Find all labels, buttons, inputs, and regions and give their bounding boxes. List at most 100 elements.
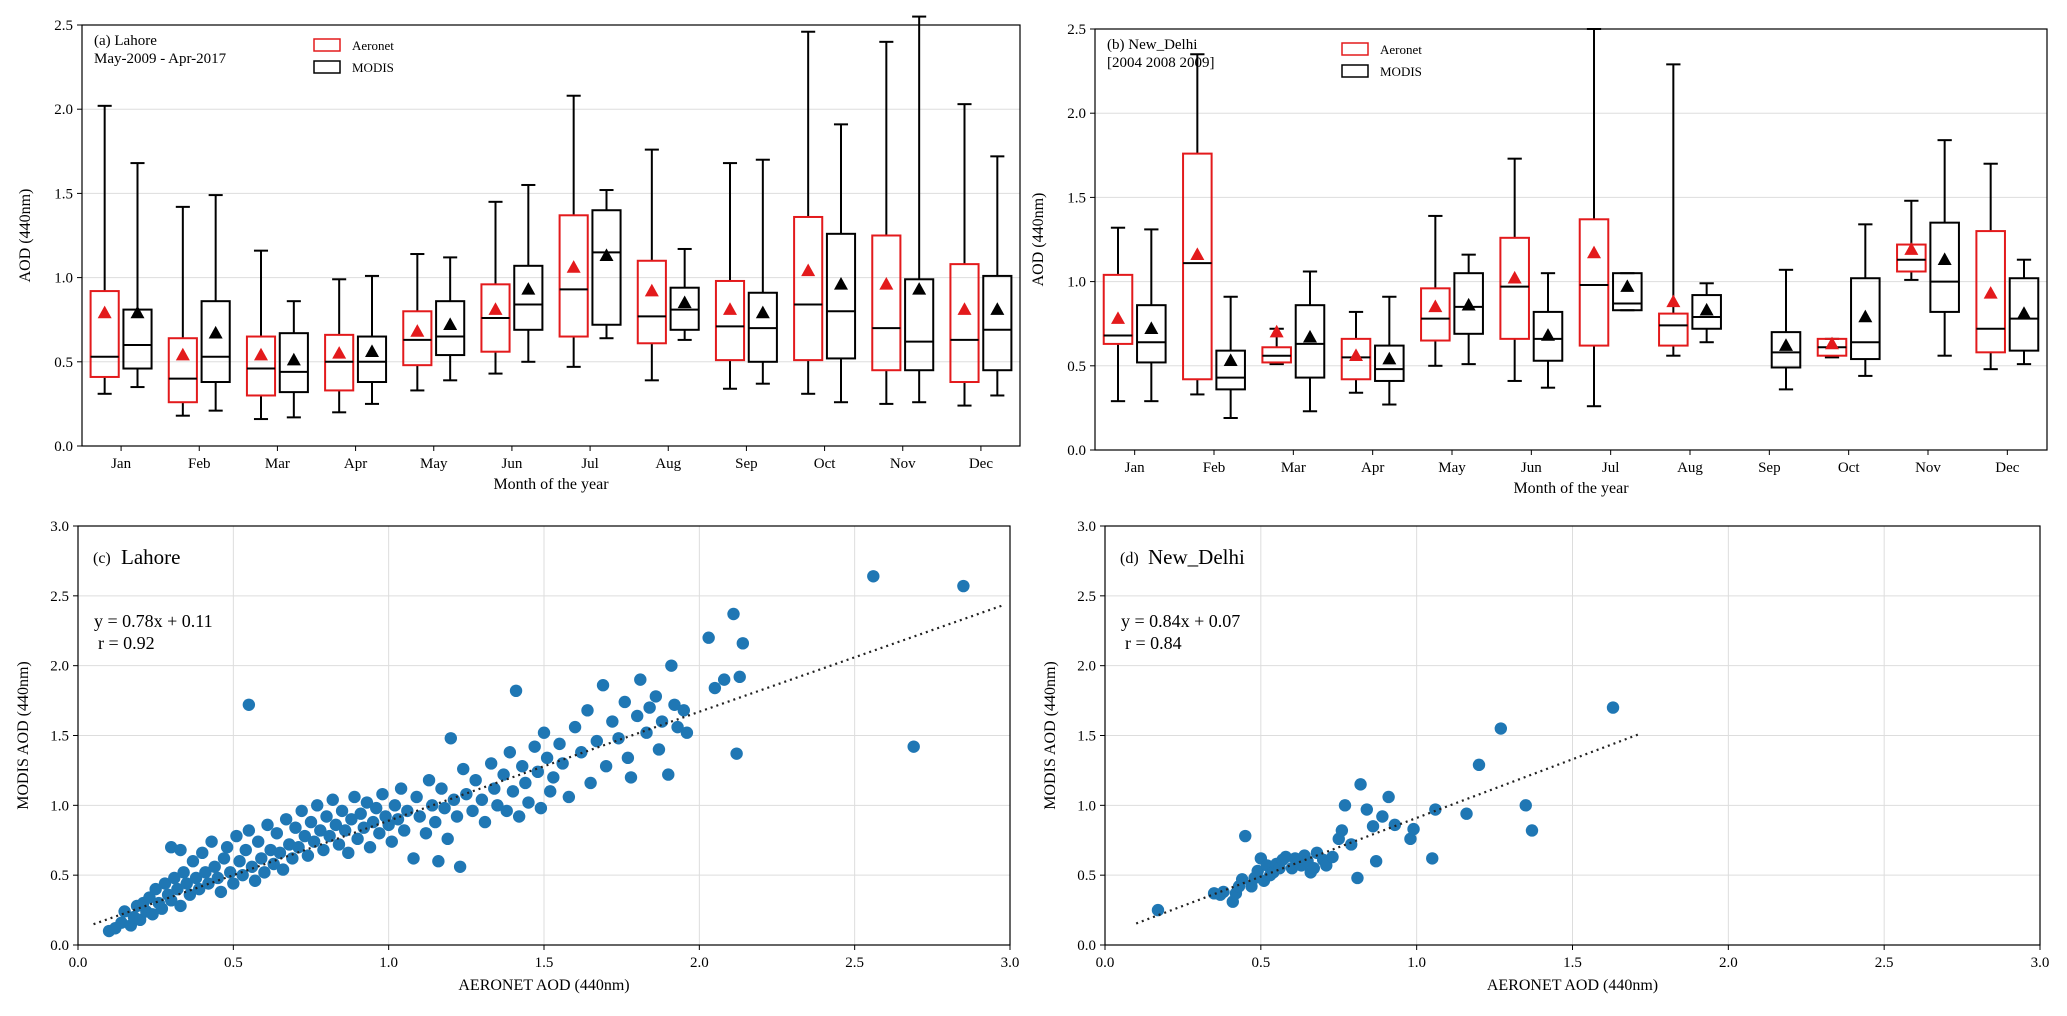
y-tick-label: 2.5 <box>1067 22 1086 38</box>
scatter-point <box>547 771 560 784</box>
x-tick-label: Feb <box>1203 460 1226 476</box>
scatter-point <box>183 888 197 901</box>
scatter-point <box>326 793 339 806</box>
scatter-point <box>258 866 271 879</box>
scatter-point <box>671 720 684 734</box>
scatter-point <box>261 818 274 832</box>
mean-marker <box>2016 306 2031 319</box>
scatter-point <box>283 838 296 851</box>
scatter-point <box>537 726 551 739</box>
x-tick-label: 2.5 <box>845 955 864 971</box>
panel-a: 0.0 0.5 1.0 1.5 2.0 2.5 Jan Feb Mar Apr May Jun Jul A… <box>17 15 1021 493</box>
box-iqr <box>1102 273 1134 345</box>
scatter-point <box>727 607 740 621</box>
scatter-point <box>211 871 224 885</box>
x-axis-label: AERONET AOD (440nm) <box>1487 977 1658 994</box>
scatter-point <box>640 726 653 739</box>
scatter-point <box>466 804 479 818</box>
scatter-point <box>457 762 470 776</box>
scatter-point <box>469 773 482 787</box>
scatter-point <box>1338 799 1352 812</box>
scatter-point <box>366 815 380 829</box>
scatter-point <box>146 908 159 921</box>
y-tick-label: 0.5 <box>54 355 73 371</box>
box-modis-jul <box>591 189 622 340</box>
x-tick-label: 0.5 <box>224 955 243 971</box>
scatter-point <box>1239 829 1252 843</box>
scatter-point <box>522 796 535 809</box>
x-tick-label: Oct <box>814 456 836 472</box>
mean-marker <box>332 346 347 359</box>
scatter-point <box>115 916 128 929</box>
scatter-point <box>631 709 644 723</box>
scatter-point <box>453 860 467 873</box>
scatter-point <box>562 790 576 804</box>
mean-marker <box>410 324 425 337</box>
mean-marker <box>1937 252 1952 265</box>
scatter-point <box>441 832 454 846</box>
x-tick-label: Sep <box>1758 460 1781 476</box>
x-tick-label: Dec <box>1995 460 2019 476</box>
scatter-point <box>1426 852 1439 865</box>
scatter-point <box>544 785 557 798</box>
scatter-point <box>286 852 299 865</box>
box-iqr <box>200 300 231 384</box>
scatter-point <box>1376 810 1389 823</box>
box-aeronet-may <box>1420 214 1451 367</box>
mean-marker <box>677 295 692 309</box>
y-tick-label: 1.5 <box>1077 729 1096 745</box>
scatter-point <box>351 832 364 846</box>
x-tick-label: 0.0 <box>1096 955 1115 971</box>
x-tick-label: 1.0 <box>379 955 398 971</box>
scatter-point <box>422 773 436 787</box>
box-aeronet-mar <box>1261 324 1292 366</box>
scatter-point <box>590 734 604 748</box>
box-aeronet-sep <box>714 162 746 390</box>
mean-marker <box>755 305 770 319</box>
mean-marker <box>208 325 223 339</box>
box-modis-mar <box>1294 270 1326 413</box>
scatter-point <box>205 835 218 848</box>
scatter-point <box>208 860 221 873</box>
box-modis-apr <box>1374 295 1405 406</box>
box-iqr <box>558 214 589 338</box>
scatter-point <box>419 827 433 840</box>
scatter-point <box>385 835 398 848</box>
scatter-point <box>158 877 172 890</box>
scatter-point <box>1525 824 1539 837</box>
scatter-point <box>1235 873 1249 886</box>
regression-line <box>93 603 1005 926</box>
mean-marker <box>175 347 190 361</box>
scatter-point <box>512 810 526 823</box>
mean-marker <box>254 347 269 361</box>
x-tick-label: 1.0 <box>1407 955 1426 971</box>
box-iqr <box>871 234 902 372</box>
x-tick-label: 2.0 <box>690 955 709 971</box>
scatter-point <box>534 801 548 815</box>
scatter-point <box>668 698 681 711</box>
mean-marker <box>957 302 972 315</box>
scatter-point <box>401 804 414 818</box>
box-iqr <box>1215 349 1246 391</box>
box-iqr <box>1374 344 1405 382</box>
scatter-point <box>478 815 492 829</box>
mean-marker <box>566 260 581 273</box>
fit-equation: y = 0.84x + 0.07 <box>1121 611 1240 631</box>
scatter-point <box>736 637 750 650</box>
box-iqr <box>793 215 824 362</box>
box-iqr <box>245 335 277 397</box>
box-modis-sep <box>747 158 778 385</box>
box-modis-jun <box>1532 272 1564 389</box>
box-modis-dec <box>982 155 1013 397</box>
box-iqr <box>89 290 120 378</box>
box-iqr <box>1770 331 1802 369</box>
scatter-point <box>1382 790 1395 804</box>
mean-marker <box>1540 328 1555 341</box>
scatter-point <box>475 793 489 806</box>
legend-swatch-aeronet <box>313 38 341 52</box>
mean-marker <box>723 302 738 315</box>
scatter-point <box>370 801 383 815</box>
legend-label-modis: MODIS <box>1380 64 1422 79</box>
box-iqr <box>1658 312 1689 347</box>
box-iqr <box>591 209 622 326</box>
